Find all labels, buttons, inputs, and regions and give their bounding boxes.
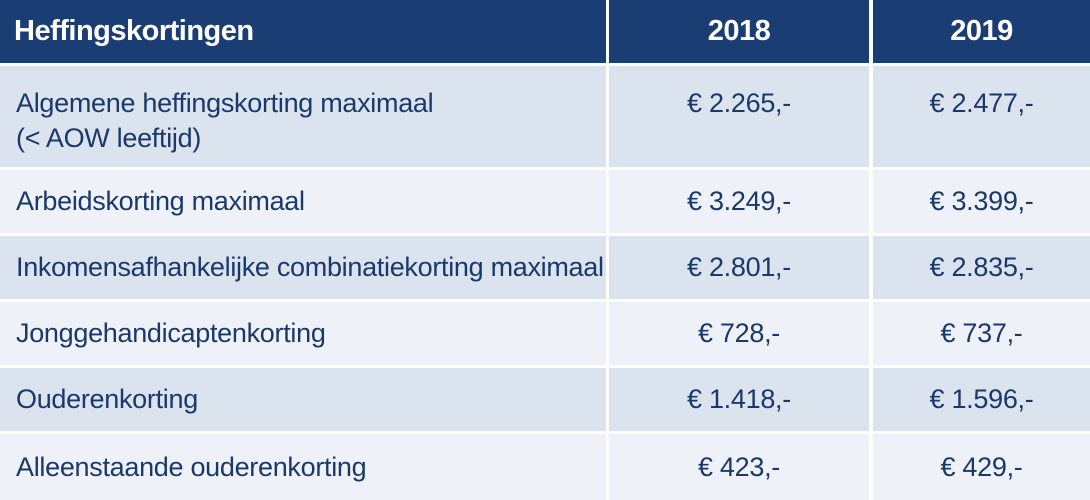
table-row: Inkomensafhankelijke combinatiekorting m…	[0, 236, 1090, 299]
row-label: Jonggehandicaptenkorting	[0, 302, 606, 365]
row-label-line1: Ouderenkorting	[16, 384, 198, 414]
table-row: Alleenstaande ouderenkorting € 423,- € 4…	[0, 434, 1090, 500]
row-value-2018: € 423,-	[609, 434, 869, 500]
row-value-2019: € 2.835,-	[873, 236, 1090, 299]
row-label: Ouderenkorting	[0, 368, 606, 431]
header-label-column: Heffingskortingen	[0, 0, 606, 63]
row-value-2019: € 3.399,-	[873, 170, 1090, 233]
table-row: Arbeidskorting maximaal € 3.249,- € 3.39…	[0, 170, 1090, 233]
table-header-row: Heffingskortingen 2018 2019	[0, 0, 1090, 63]
row-value-2018: € 1.418,-	[609, 368, 869, 431]
row-value-2019: € 429,-	[873, 434, 1090, 500]
table-row: Algemene heffingskorting maximaal (< AOW…	[0, 66, 1090, 167]
row-label-line2: (< AOW leeftijd)	[16, 123, 202, 153]
table-row: Ouderenkorting € 1.418,- € 1.596,-	[0, 368, 1090, 431]
header-year-2019: 2019	[873, 0, 1090, 63]
row-value-2019: € 1.596,-	[873, 368, 1090, 431]
row-value-2019: € 737,-	[873, 302, 1090, 365]
table-row: Jonggehandicaptenkorting € 728,- € 737,-	[0, 302, 1090, 365]
row-label: Inkomensafhankelijke combinatiekorting m…	[0, 236, 606, 299]
row-label-line1: Jonggehandicaptenkorting	[16, 318, 326, 348]
row-label: Algemene heffingskorting maximaal (< AOW…	[0, 66, 606, 167]
row-label-line1: Alleenstaande ouderenkorting	[16, 451, 367, 482]
row-label: Arbeidskorting maximaal	[0, 170, 606, 233]
row-label: Alleenstaande ouderenkorting	[0, 434, 606, 500]
row-value-2018: € 2.265,-	[609, 66, 869, 167]
row-value-2018: € 2.801,-	[609, 236, 869, 299]
header-year-2018: 2018	[609, 0, 869, 63]
row-label-line1: Arbeidskorting maximaal	[16, 186, 305, 216]
row-label-line1: Algemene heffingskorting maximaal	[16, 88, 434, 118]
row-label-line1: Inkomensafhankelijke combinatiekorting m…	[16, 252, 604, 282]
row-value-2018: € 3.249,-	[609, 170, 869, 233]
row-value-2019: € 2.477,-	[873, 66, 1090, 167]
row-value-2018: € 728,-	[609, 302, 869, 365]
